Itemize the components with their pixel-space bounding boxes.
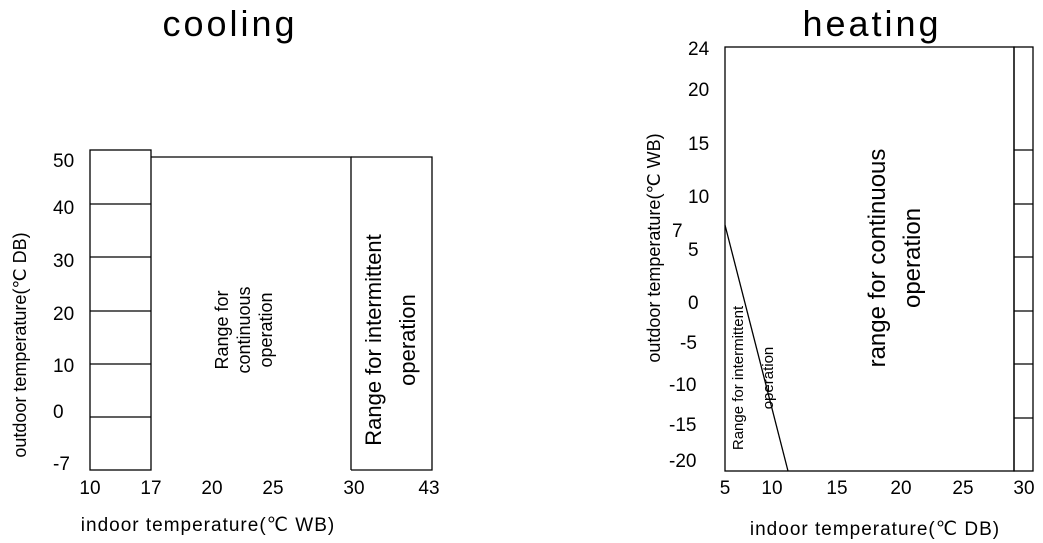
heating-x-tick: 15 — [826, 478, 847, 499]
cooling-x-tick: 43 — [418, 478, 439, 499]
cooling-x-axis-label: indoor temperature(℃ WB) — [81, 515, 335, 536]
heating-y-tick: -20 — [669, 451, 696, 472]
heating-y-tick: 7 — [672, 221, 683, 242]
heating-title: heating — [802, 3, 941, 44]
cooling-continuous-label-line: operation — [256, 292, 276, 367]
heating-y-axis-label: outdoor temperature(℃ WB) — [644, 133, 664, 362]
heating-y-tick: -15 — [669, 415, 696, 436]
cooling-y-tick: 0 — [53, 402, 64, 423]
cooling-y-tick: 10 — [53, 356, 74, 377]
cooling-y-axis-label: outdoor temperature(℃ DB) — [10, 232, 30, 457]
heating-y-tick: 15 — [688, 134, 709, 155]
heating-x-tick: 30 — [1013, 478, 1034, 499]
heating-continuous-label: range for continuous operation — [864, 149, 926, 368]
cooling-continuous-label-line: Range for — [212, 290, 232, 369]
cooling-y-tick: 30 — [53, 251, 74, 272]
cooling-x-tick: 20 — [201, 478, 222, 499]
heating-y-tick: -10 — [669, 375, 696, 396]
cooling-intermittent-label: Range for intermittent operation — [361, 234, 420, 446]
cooling-title: cooling — [162, 3, 297, 44]
heating-x-tick: 5 — [720, 478, 731, 499]
heating-intermittent-label-line: Range for intermittent — [730, 305, 747, 450]
cooling-intermittent-label-line: Range for intermittent — [361, 234, 386, 446]
cooling-y-tick: 40 — [53, 198, 74, 219]
heating-continuous-label-line: range for continuous — [864, 149, 891, 368]
cooling-x-tick: 30 — [343, 478, 364, 499]
cooling-x-tick: 17 — [140, 478, 161, 499]
cooling-y-tick: -7 — [53, 454, 70, 475]
cooling-low-indoor-strip — [90, 150, 151, 470]
heating-y-tick: 5 — [688, 240, 699, 261]
heating-high-indoor-strip — [1014, 47, 1033, 471]
heating-x-tick: 25 — [952, 478, 973, 499]
cooling-continuous-label-line: continuous — [234, 286, 254, 373]
cooling-intermittent-label-line: operation — [395, 294, 420, 386]
heating-y-tick: -5 — [680, 333, 697, 354]
heating-intermittent-label-line: operation — [760, 347, 777, 410]
cooling-x-tick: 10 — [79, 478, 100, 499]
heating-x-tick: 20 — [890, 478, 911, 499]
heating-y-tick: 24 — [688, 39, 710, 60]
heating-y-tick: 20 — [688, 80, 709, 101]
heating-diagram: heating 24 20 15 10 7 5 0 -5 -10 -15 -20… — [644, 3, 1035, 540]
cooling-diagram: cooling 50 40 30 20 10 0 -7 10 17 20 25 … — [10, 3, 440, 536]
heating-y-tick: 0 — [688, 293, 699, 314]
heating-continuous-label-line: operation — [899, 208, 926, 308]
heating-intermittent-label: Range for intermittent operation — [730, 305, 777, 450]
cooling-continuous-label: Range for continuous operation — [212, 286, 276, 373]
heating-x-axis-label: indoor temperature(℃ DB) — [750, 519, 1000, 540]
heating-x-tick: 10 — [761, 478, 782, 499]
cooling-y-tick: 50 — [53, 151, 74, 172]
cooling-y-tick: 20 — [53, 304, 74, 325]
cooling-x-tick: 25 — [262, 478, 283, 499]
heating-y-tick: 10 — [688, 187, 709, 208]
